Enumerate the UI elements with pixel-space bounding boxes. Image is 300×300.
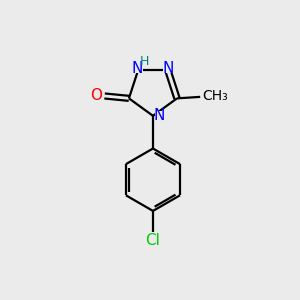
Text: H: H	[140, 55, 149, 68]
FancyBboxPatch shape	[92, 92, 101, 100]
Text: N: N	[154, 108, 165, 123]
Text: CH₃: CH₃	[202, 89, 228, 103]
FancyBboxPatch shape	[205, 92, 225, 102]
FancyBboxPatch shape	[147, 236, 159, 245]
Text: O: O	[91, 88, 103, 103]
Text: Cl: Cl	[146, 233, 160, 248]
Text: N: N	[163, 61, 174, 76]
Text: N: N	[131, 61, 142, 76]
FancyBboxPatch shape	[134, 64, 143, 73]
FancyBboxPatch shape	[155, 111, 164, 120]
FancyBboxPatch shape	[163, 64, 172, 73]
